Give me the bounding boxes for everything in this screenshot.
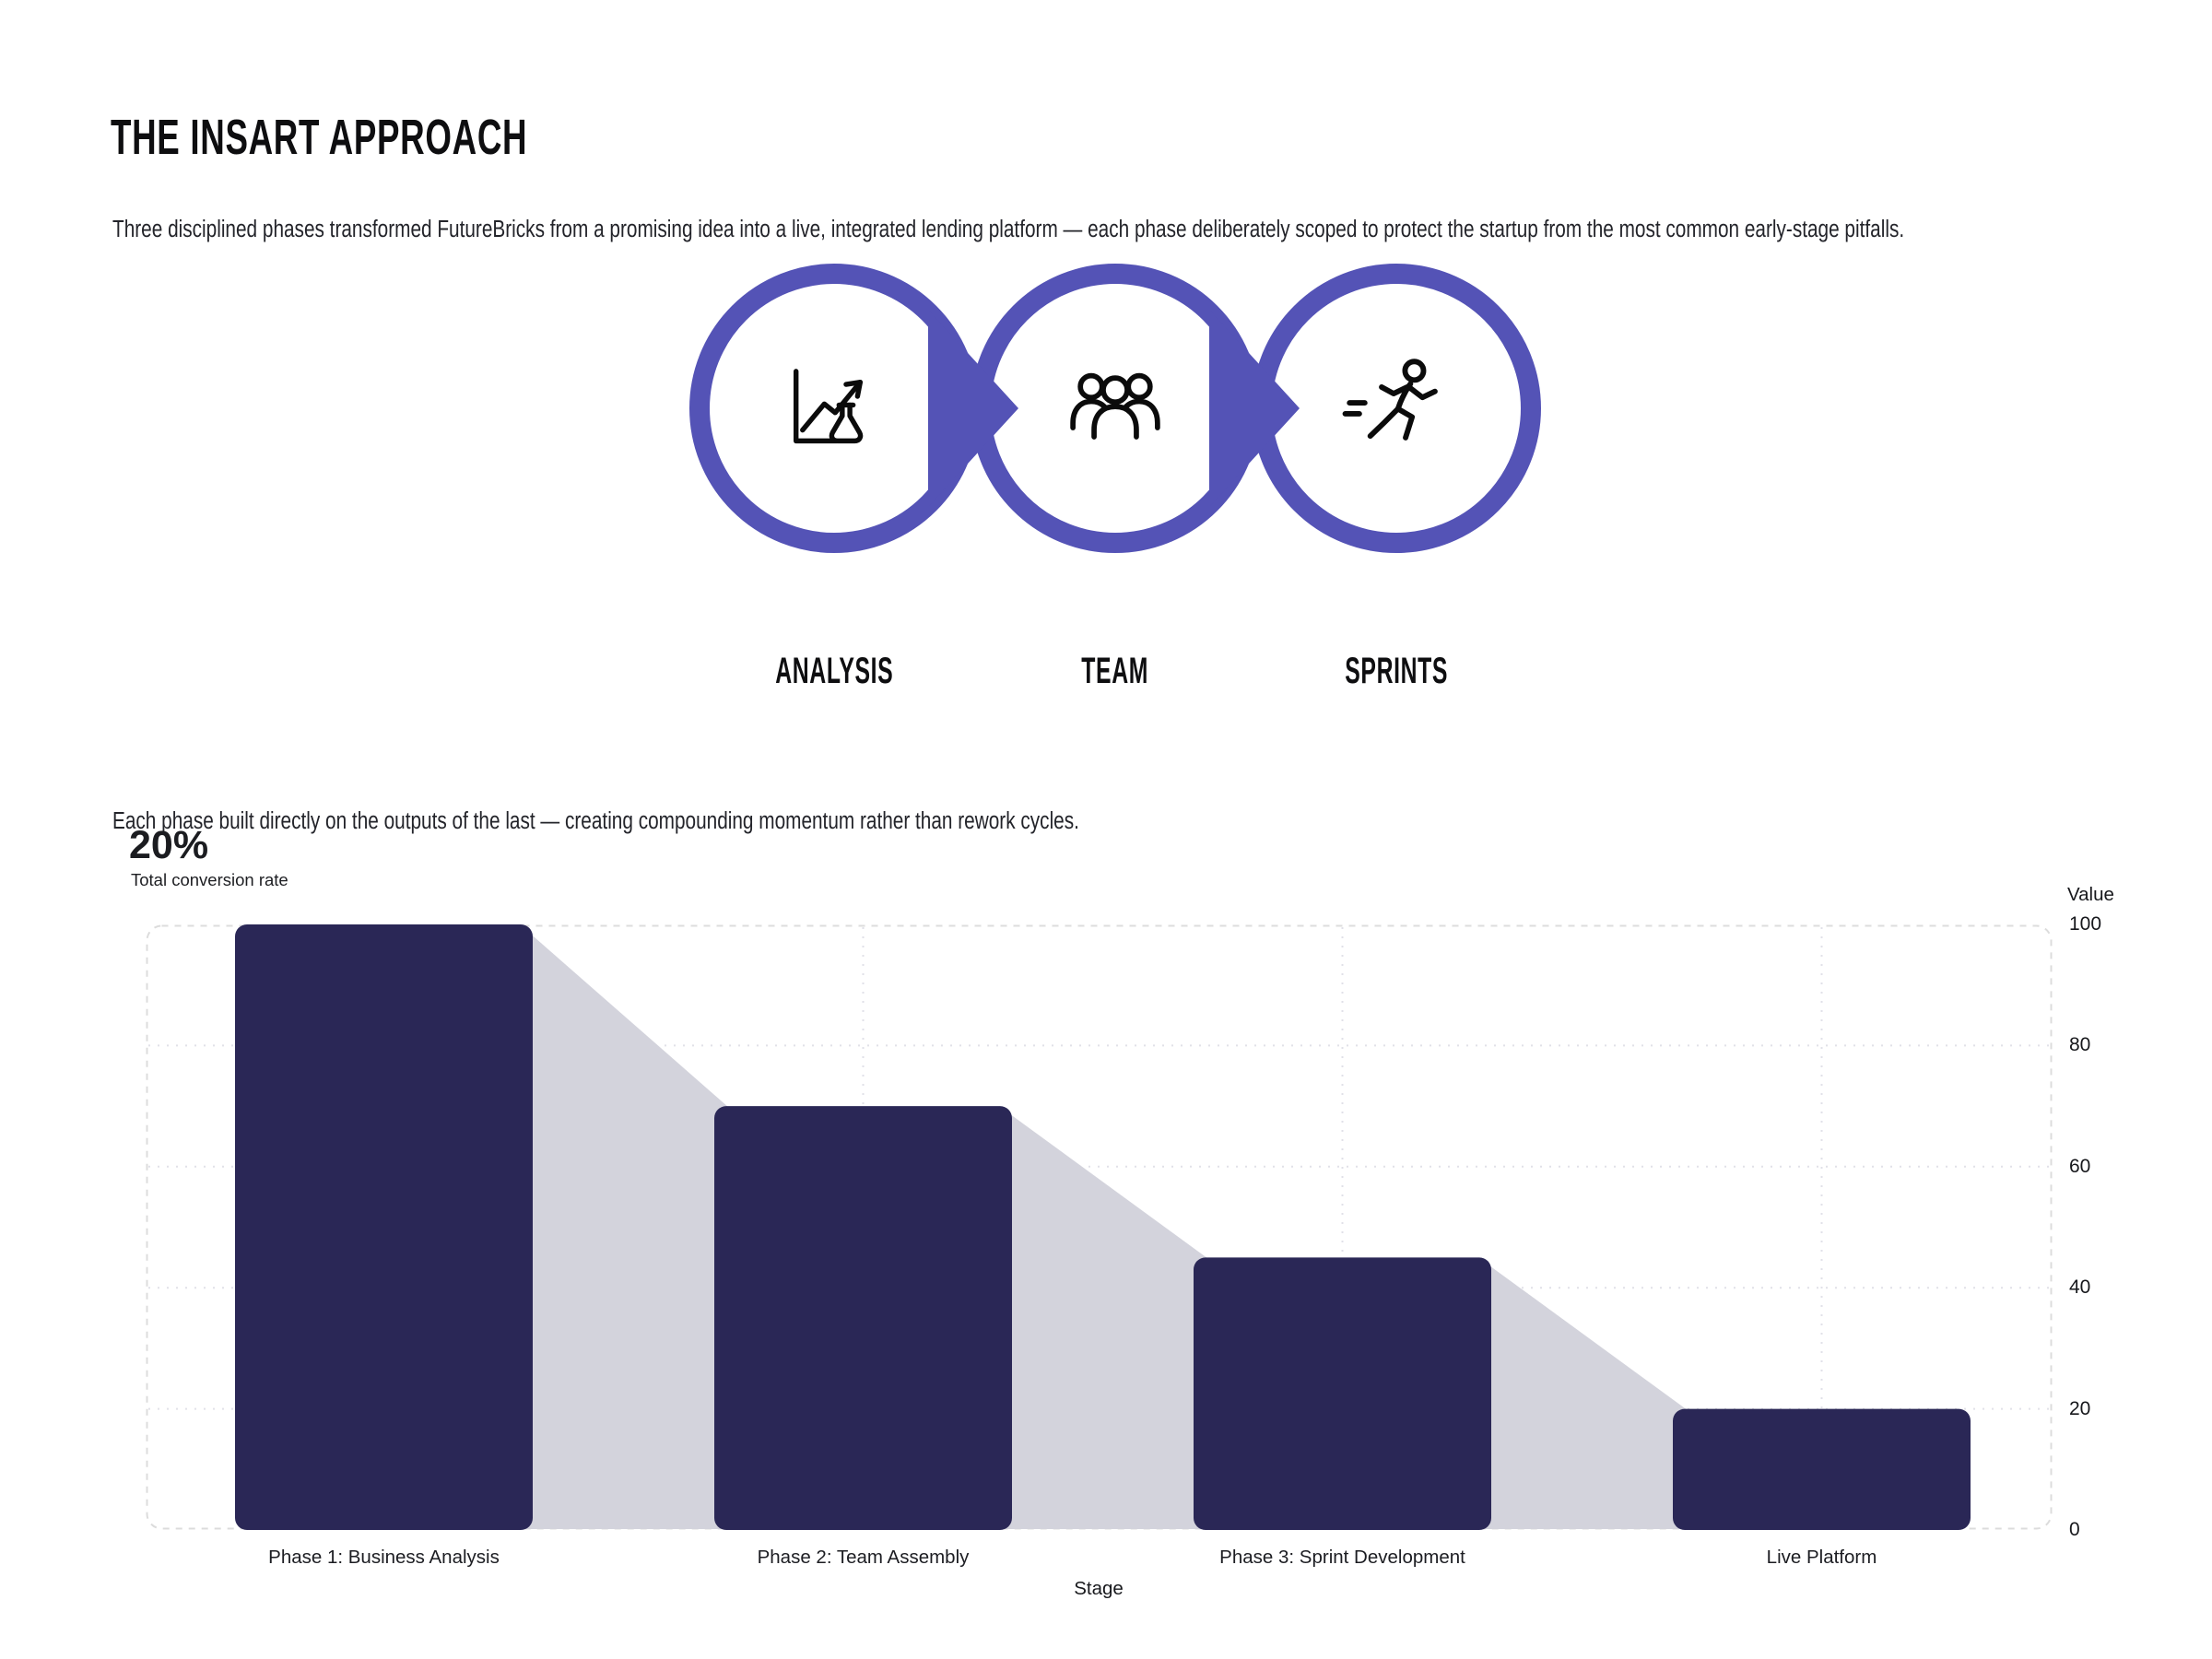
- funnel-bar: [714, 1106, 1012, 1530]
- conversion-rate-value: 20%: [129, 823, 209, 867]
- funnel-bar: [235, 924, 533, 1530]
- runner-icon: [1342, 359, 1438, 441]
- intro-paragraph: Three disciplined phases transformed Fut…: [112, 216, 1905, 242]
- plot-border: [146, 924, 2053, 1530]
- y-tick-label: 60: [2069, 1155, 2091, 1177]
- funnel-plot: [146, 924, 2053, 1530]
- funnel-chart-svg: [146, 924, 2053, 1530]
- x-category-label: Phase 1: Business Analysis: [268, 1547, 500, 1568]
- process-step-label-team: TEAM: [1081, 651, 1149, 691]
- funnel-bar: [1194, 1257, 1491, 1530]
- bridge-paragraph: Each phase built directly on the outputs…: [112, 807, 1079, 834]
- funnel-connector: [520, 924, 727, 1529]
- conversion-rate-label: Total conversion rate: [131, 870, 288, 889]
- y-tick-label: 20: [2069, 1397, 2091, 1419]
- funnel-connector: [1478, 1257, 1686, 1529]
- process-step-label-sprints: SPRINTS: [1345, 651, 1448, 691]
- process-step-label-analysis: ANALYSIS: [774, 651, 894, 691]
- funnel-bar: [1673, 1408, 1971, 1530]
- x-category-label: Live Platform: [1766, 1547, 1877, 1568]
- y-tick-label: 40: [2069, 1277, 2091, 1299]
- x-category-label: Phase 3: Sprint Development: [1219, 1547, 1465, 1568]
- funnel-connector: [999, 1106, 1206, 1529]
- y-tick-label: 80: [2069, 1034, 2091, 1056]
- y-axis-title: Value: [2067, 884, 2114, 905]
- x-category-label: Phase 2: Team Assembly: [757, 1547, 970, 1568]
- page-title: THE INSART APPROACH: [111, 110, 528, 166]
- chart-flask-icon: [793, 369, 864, 444]
- y-tick-label: 100: [2069, 913, 2102, 935]
- y-tick-label: 0: [2069, 1519, 2080, 1540]
- x-axis-title: Stage: [1074, 1578, 1124, 1599]
- team-icon: [1070, 372, 1160, 440]
